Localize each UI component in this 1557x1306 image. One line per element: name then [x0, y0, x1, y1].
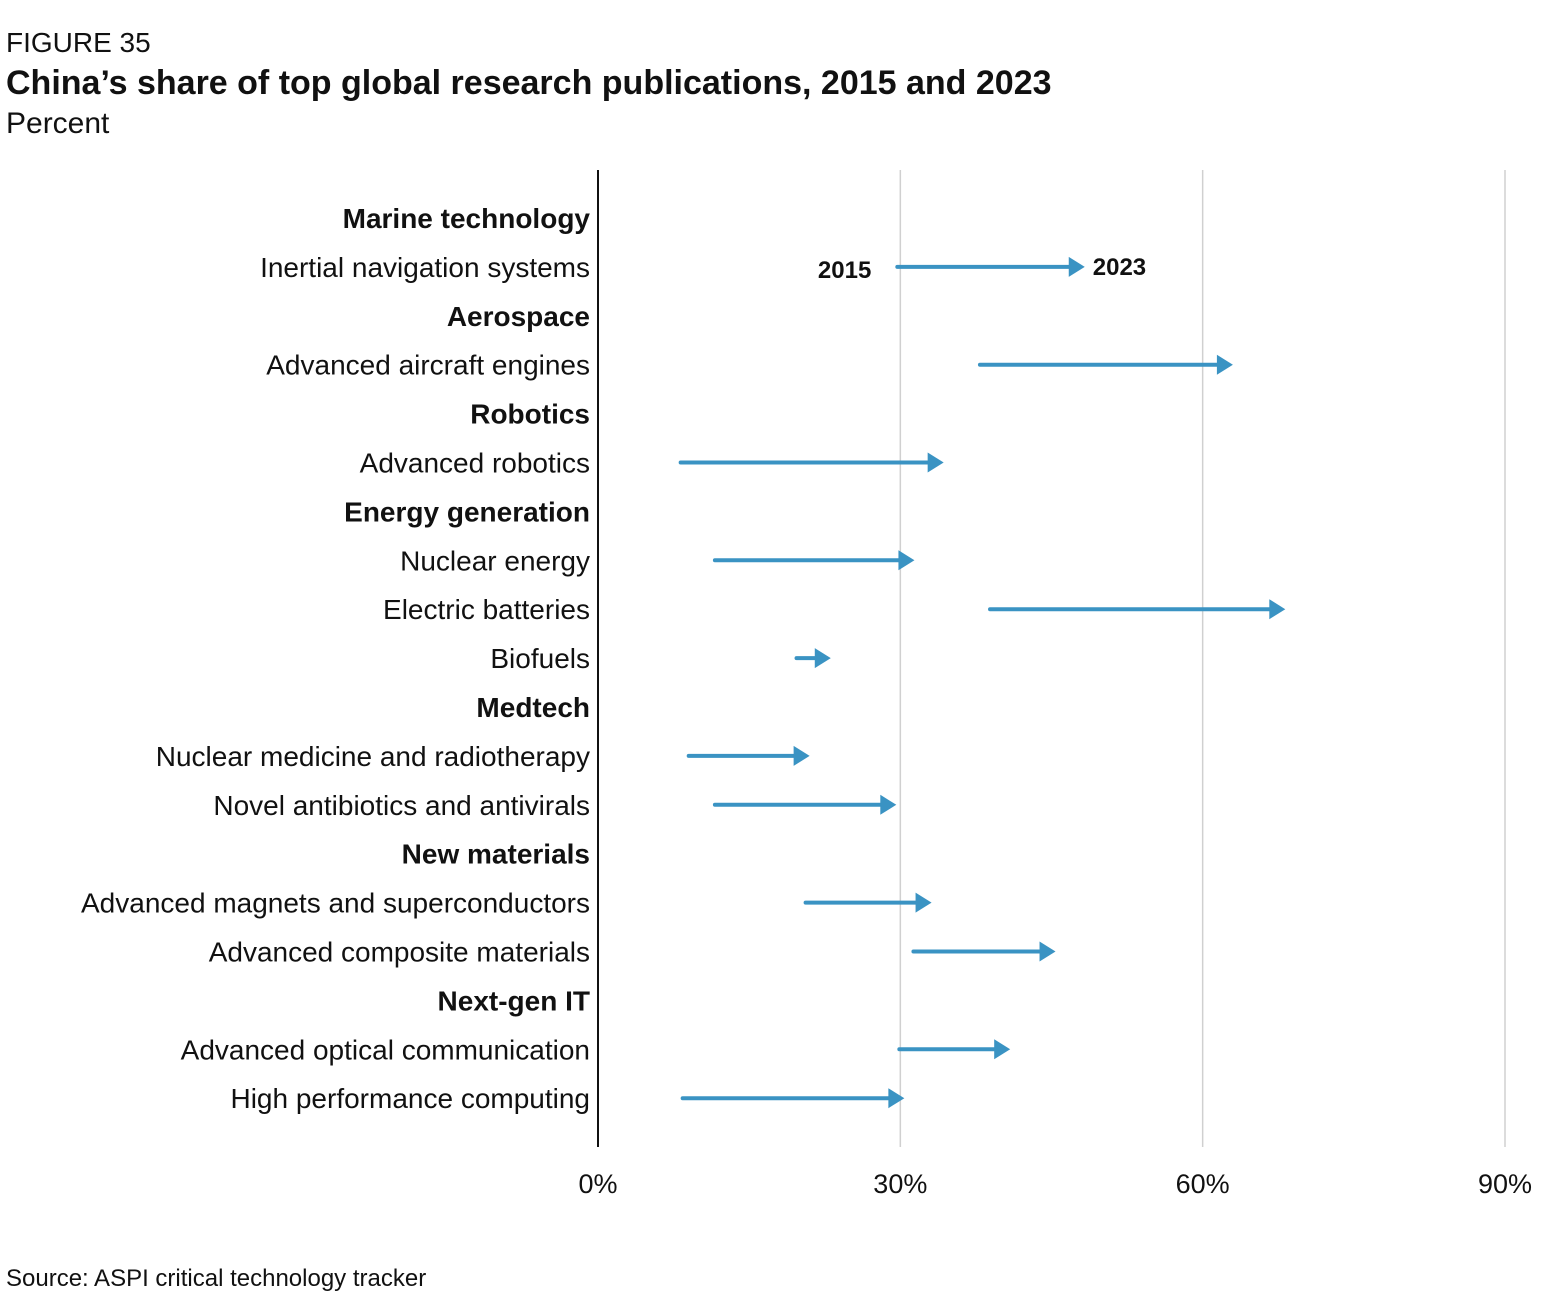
arrow [803, 892, 932, 913]
category-header: Energy generation [344, 496, 590, 527]
arrow [897, 1039, 1011, 1060]
category-header: Marine technology [343, 203, 591, 234]
annotation-end-label: 2023 [1093, 254, 1146, 281]
arrow-head [814, 648, 831, 669]
arrow [911, 941, 1056, 962]
arrow [678, 452, 944, 473]
row-label: Nuclear energy [400, 545, 590, 576]
row-label: High performance computing [230, 1083, 590, 1114]
annotation-start-label: 2015 [818, 257, 871, 284]
arrow [712, 550, 915, 571]
annotations: 2015 2023 [818, 254, 1146, 284]
category-header: Medtech [476, 692, 590, 723]
arrows [678, 256, 1286, 1109]
arrow [712, 794, 897, 815]
row-label: Novel antibiotics and antivirals [213, 790, 590, 821]
x-tick-label: 30% [873, 1169, 927, 1199]
row-labels: Marine technology Inertial navigation sys… [81, 203, 590, 1114]
arrow [686, 745, 810, 766]
arrow-head [793, 745, 810, 766]
row-label: Inertial navigation systems [260, 252, 590, 283]
category-header: Aerospace [447, 301, 590, 332]
row-label: Advanced aircraft engines [266, 350, 590, 381]
chart-title: China’s share of top global research pub… [6, 64, 1052, 102]
x-axis-ticks: 0% 30% 60% 90% [578, 1169, 1532, 1199]
row-label: Nuclear medicine and radiotherapy [156, 741, 590, 772]
source-note: Source: ASPI critical technology tracker [6, 1265, 427, 1292]
arrow-head [915, 892, 932, 913]
arrow-head [880, 794, 897, 815]
arrow-head [888, 1088, 905, 1109]
row-label: Advanced robotics [360, 448, 590, 479]
arrow-head [1269, 599, 1286, 620]
chart-subtitle: Percent [6, 107, 110, 140]
x-tick-label: 0% [578, 1169, 617, 1199]
row-label: Biofuels [490, 643, 590, 674]
figure-label: FIGURE 35 [6, 27, 151, 58]
arrow [895, 256, 1085, 277]
row-label: Advanced optical communication [181, 1034, 590, 1065]
arrow-head [1039, 941, 1056, 962]
arrow [680, 1088, 905, 1109]
category-header: Next-gen IT [438, 985, 590, 1016]
arrow-head [898, 550, 915, 571]
row-label: Electric batteries [383, 594, 590, 625]
gridlines [899, 170, 1506, 1147]
row-label: Advanced magnets and superconductors [81, 888, 590, 919]
arrow [794, 648, 831, 669]
x-tick-label: 60% [1176, 1169, 1230, 1199]
category-header: New materials [402, 839, 590, 870]
arrow-head [927, 452, 944, 473]
arrow-head [1216, 354, 1233, 375]
arrow-head [1068, 256, 1085, 277]
arrow [988, 599, 1286, 620]
arrow-head [994, 1039, 1011, 1060]
row-label: Advanced composite materials [209, 937, 590, 968]
category-header: Robotics [470, 399, 590, 430]
arrow [977, 354, 1233, 375]
x-tick-label: 90% [1478, 1169, 1532, 1199]
